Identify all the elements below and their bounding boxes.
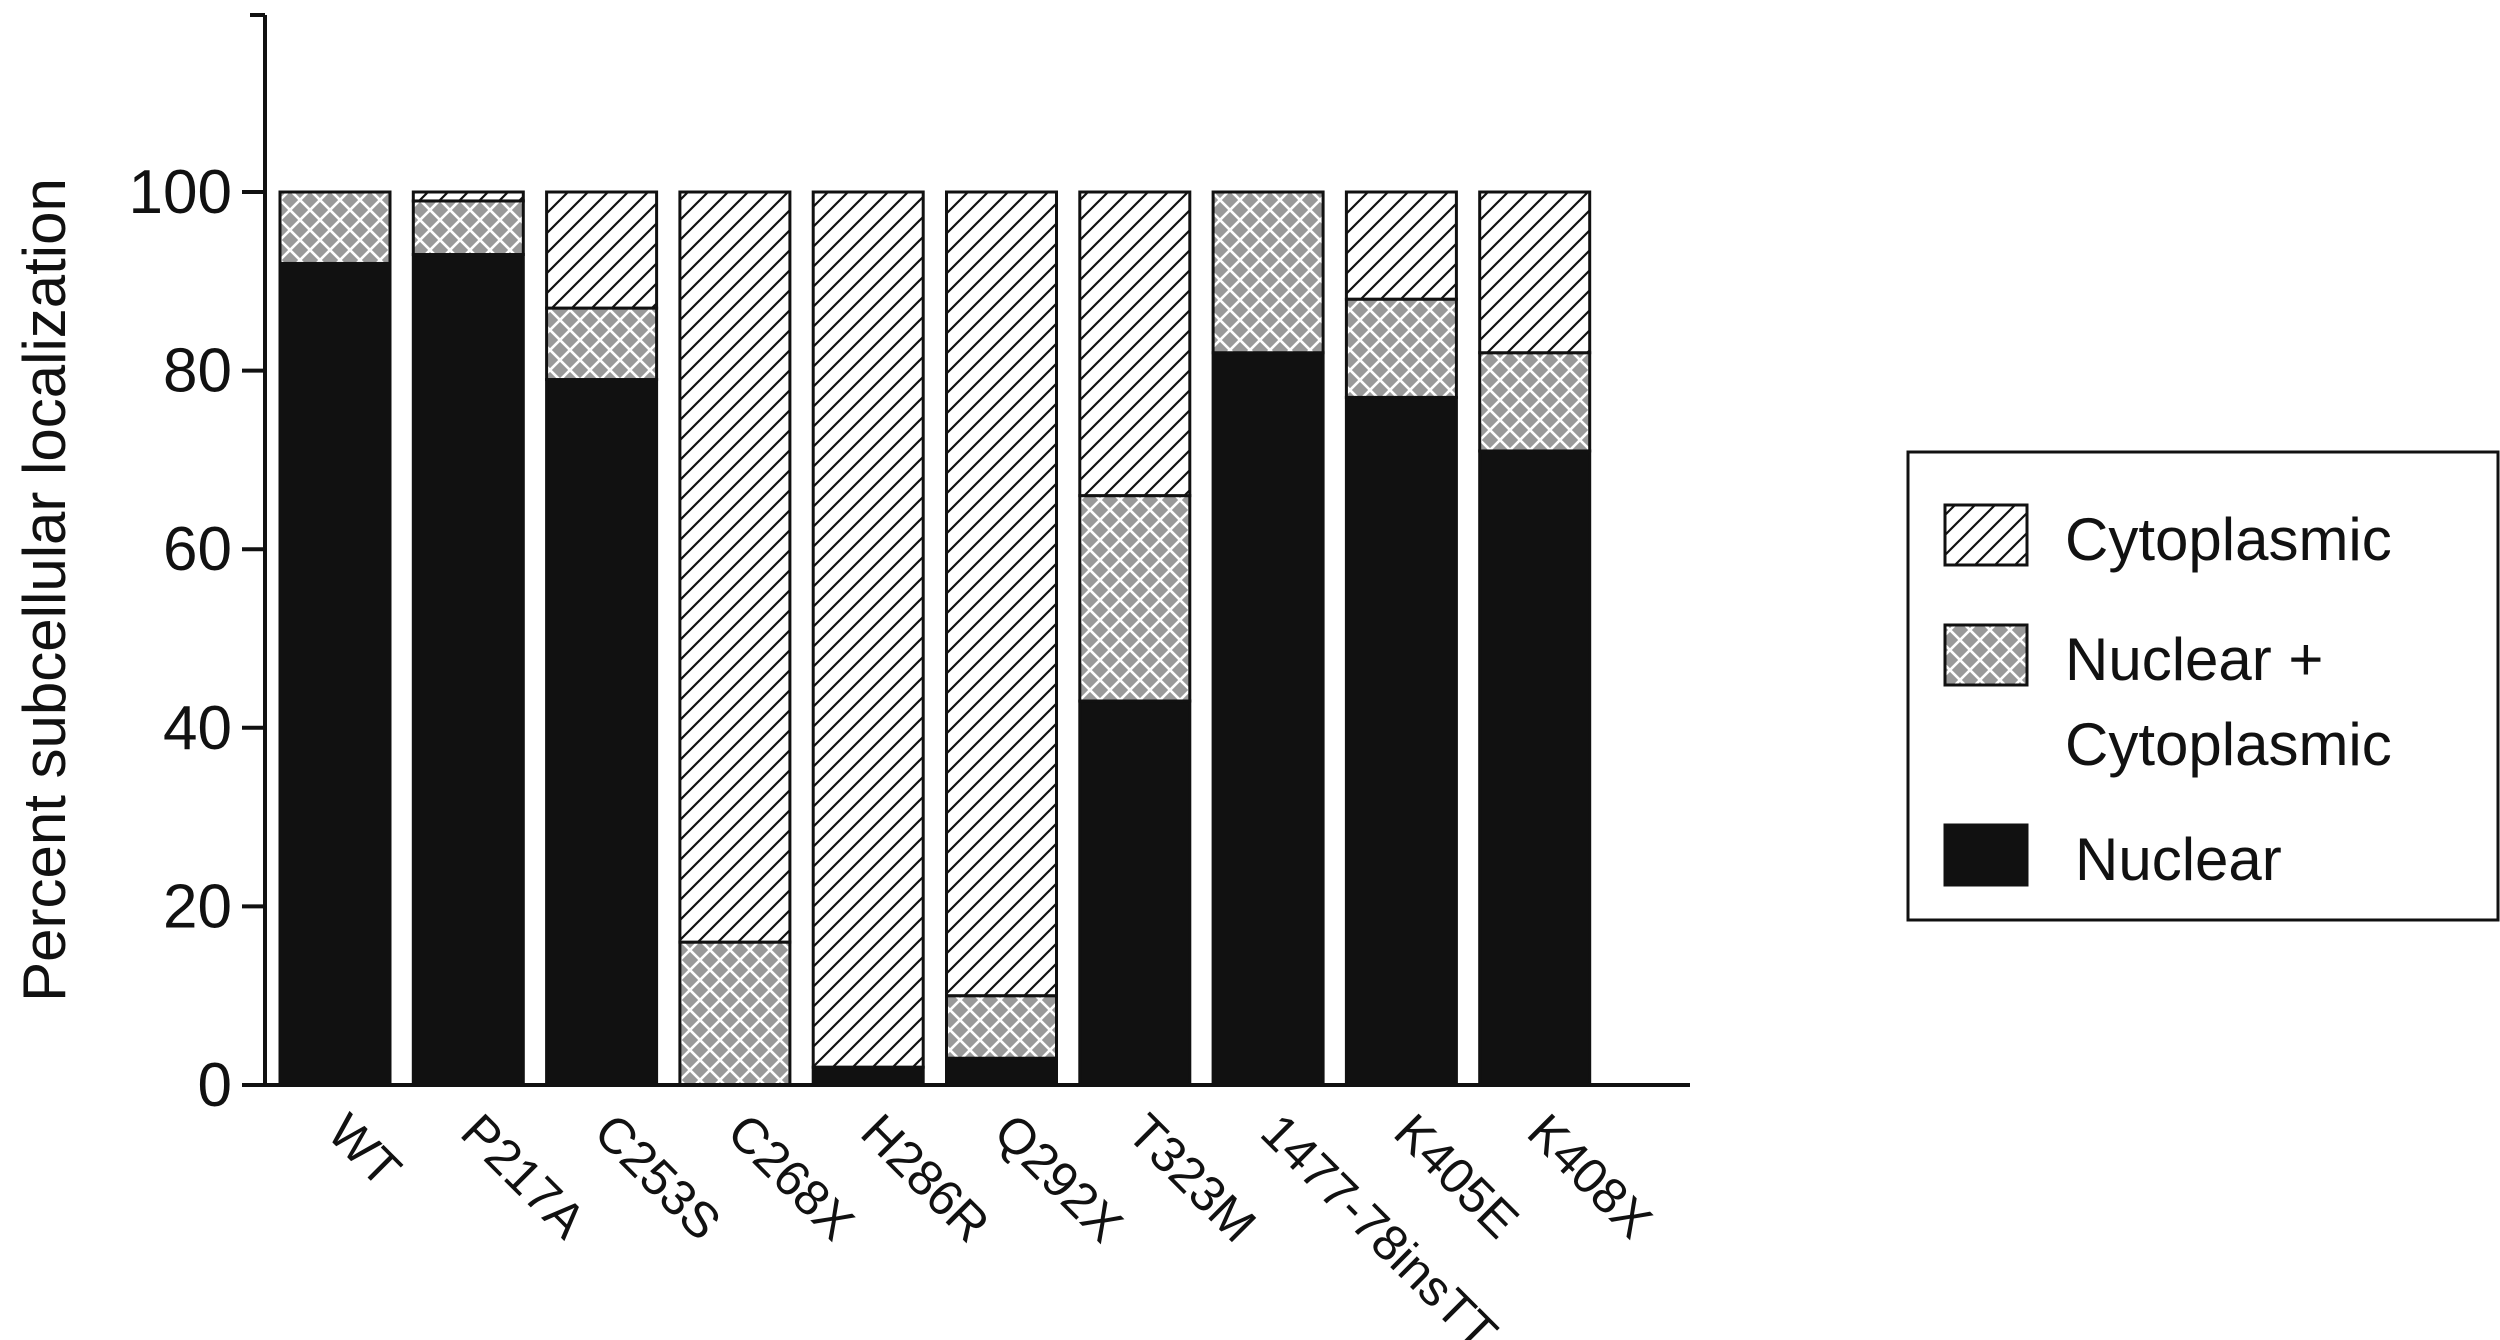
x-tick-label: K408X — [1517, 1103, 1663, 1249]
bars — [278, 190, 1592, 1087]
y-tick-label: 80 — [163, 337, 232, 406]
bar-group — [278, 190, 392, 1087]
legend-swatch-nuclear-cytoplasmic — [1943, 623, 2029, 687]
bar-segment — [278, 190, 392, 265]
y-tick-label: 100 — [129, 158, 232, 227]
bar-segment — [678, 940, 792, 1087]
bar-group — [1478, 190, 1592, 1087]
bar-segment — [1078, 699, 1192, 1087]
x-tick-label: H286R — [850, 1103, 1000, 1253]
bar-segment — [1211, 351, 1325, 1087]
bar-group — [1078, 190, 1192, 1087]
legend-label-nuclear: Nuclear — [2075, 826, 2282, 893]
legend-label-nuclear-plus: Nuclear + — [2065, 626, 2323, 693]
bar-segment — [1211, 190, 1325, 355]
legend-swatch-nuclear — [1943, 823, 2029, 887]
x-tick-label: C268X — [717, 1103, 865, 1251]
y-tick-label: 40 — [163, 694, 232, 763]
bar-segment — [411, 190, 525, 203]
x-tick-label: P217A — [451, 1103, 597, 1249]
bar-segment — [411, 199, 525, 257]
bar-group — [945, 190, 1058, 1087]
x-tick-label: C253S — [584, 1103, 732, 1251]
bar-segment — [545, 190, 659, 310]
y-tick-label: 0 — [198, 1051, 232, 1120]
x-tick-label: WT — [317, 1103, 412, 1198]
x-tick-label: Q292X — [984, 1103, 1134, 1253]
bar-segment — [811, 190, 925, 1069]
bar-segment — [945, 1056, 1058, 1087]
x-tick-label: T323M — [1117, 1103, 1267, 1253]
legend-label-cytoplasmic: Cytoplasmic — [2065, 506, 2392, 573]
bar-segment — [1478, 351, 1592, 453]
bar-group — [545, 190, 659, 1087]
bar-segment — [1478, 190, 1592, 355]
legend: Cytoplasmic Nuclear + Cytoplasmic Nuclea… — [1906, 450, 2500, 922]
bar-group — [1344, 190, 1458, 1087]
bar-segment — [411, 253, 525, 1087]
bar-segment — [945, 994, 1058, 1060]
bar-segment — [545, 306, 659, 382]
bar-segment — [545, 378, 659, 1087]
bar-segment — [1344, 190, 1458, 301]
bar-segment — [1344, 297, 1458, 399]
legend-swatch-cytoplasmic — [1943, 503, 2029, 567]
legend-label-cytoplasmic-line2: Cytoplasmic — [2065, 711, 2392, 778]
bar-segment — [278, 261, 392, 1087]
bar-segment — [811, 1065, 925, 1087]
bar-group — [1211, 190, 1325, 1087]
y-axis-ticks: 0 20 40 60 80 100 — [129, 13, 265, 1120]
bar-group — [811, 190, 925, 1087]
bar-group — [411, 190, 525, 1087]
y-tick-label: 20 — [163, 872, 232, 941]
y-axis-title: Percent subcellular localization — [11, 178, 78, 1002]
x-axis-labels: WT P217AC253SC268XH286RQ292XT323M1477-78i… — [317, 1103, 1662, 1340]
bar-segment — [1478, 449, 1592, 1087]
bar-segment — [945, 190, 1058, 998]
bar-group — [678, 190, 792, 1087]
bar-segment — [1078, 494, 1192, 703]
bar-segment — [678, 190, 792, 944]
bar-segment — [1344, 395, 1458, 1087]
y-tick-label: 60 — [163, 515, 232, 584]
bar-segment — [1078, 190, 1192, 498]
